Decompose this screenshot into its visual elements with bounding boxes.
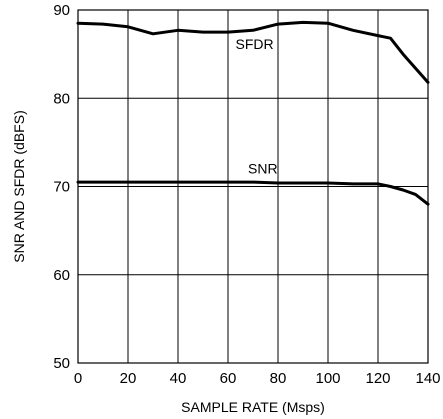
tick-labels: 0 20 40 60 80 100 120 140 50 60 70 80 90 bbox=[53, 2, 440, 387]
series-line-snr bbox=[76, 180, 430, 206]
y-tick-label: 60 bbox=[53, 267, 70, 284]
x-tick-label: 60 bbox=[220, 370, 237, 387]
x-tick-label: 80 bbox=[270, 370, 287, 387]
x-tick-label: 0 bbox=[74, 370, 82, 387]
x-tick-label: 140 bbox=[415, 370, 440, 387]
series-line-sfdr bbox=[76, 20, 430, 84]
x-tick-label: 20 bbox=[120, 370, 137, 387]
y-axis-label: SNR AND SFDR (dBFS) bbox=[11, 110, 27, 262]
y-tick-label: 80 bbox=[53, 90, 70, 107]
x-tick-label: 120 bbox=[365, 370, 390, 387]
plot-frame bbox=[77, 9, 429, 364]
grid bbox=[78, 10, 428, 363]
series-label-snr: SNR bbox=[248, 160, 278, 176]
x-tick-label: 100 bbox=[315, 370, 340, 387]
series-label-sfdr: SFDR bbox=[236, 36, 274, 52]
series-lines bbox=[76, 20, 430, 206]
x-tick-label: 40 bbox=[170, 370, 187, 387]
y-tick-label: 50 bbox=[53, 355, 70, 372]
y-tick-label: 90 bbox=[53, 2, 70, 19]
y-tick-label: 70 bbox=[53, 179, 70, 196]
x-axis-label: SAMPLE RATE (Msps) bbox=[181, 399, 325, 415]
